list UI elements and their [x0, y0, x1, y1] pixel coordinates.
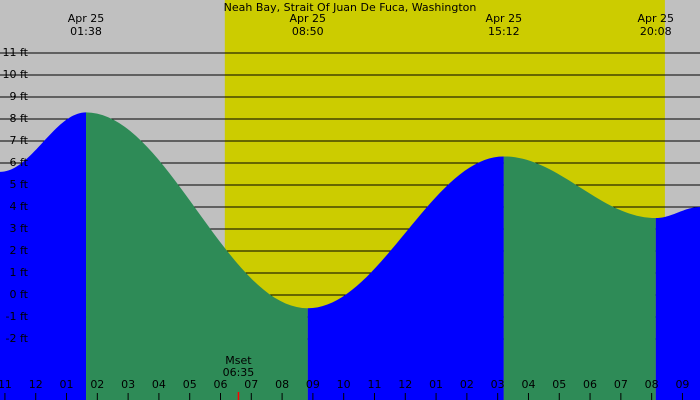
x-tick-label: 12 — [398, 378, 412, 391]
extreme-date: Apr 25 — [289, 12, 326, 25]
y-tick-label: 10 ft — [3, 68, 29, 81]
x-tick-label: 02 — [460, 378, 474, 391]
extreme-time: 20:08 — [640, 25, 672, 38]
x-tick-label: 06 — [214, 378, 228, 391]
annotation-time: 06:35 — [223, 366, 255, 379]
tide-area — [86, 112, 308, 400]
y-tick-label: 5 ft — [10, 178, 29, 191]
chart-title: Neah Bay, Strait Of Juan De Fuca, Washin… — [224, 1, 477, 14]
x-tick-label: 12 — [29, 378, 43, 391]
extreme-time: 08:50 — [292, 25, 324, 38]
y-tick-label: -2 ft — [6, 332, 29, 345]
y-tick-label: 2 ft — [10, 244, 29, 257]
y-tick-label: 3 ft — [10, 222, 29, 235]
y-tick-label: 4 ft — [10, 200, 29, 213]
x-tick-label: 10 — [337, 378, 351, 391]
annotation-label: Mset — [225, 354, 252, 367]
x-tick-label: 07 — [614, 378, 628, 391]
x-tick-label: 08 — [645, 378, 659, 391]
x-tick-label: 09 — [306, 378, 320, 391]
y-tick-label: 6 ft — [10, 156, 29, 169]
y-tick-label: -1 ft — [6, 310, 29, 323]
tide-area — [503, 156, 656, 400]
x-tick-label: 11 — [0, 378, 12, 391]
extreme-date: Apr 25 — [68, 12, 105, 25]
extreme-date: Apr 25 — [486, 12, 523, 25]
extreme-time: 01:38 — [70, 25, 102, 38]
x-tick-label: 05 — [183, 378, 197, 391]
y-tick-label: 7 ft — [10, 134, 29, 147]
y-tick-label: 8 ft — [10, 112, 29, 125]
x-tick-label: 08 — [275, 378, 289, 391]
x-tick-label: 05 — [552, 378, 566, 391]
x-tick-label: 04 — [152, 378, 166, 391]
x-tick-label: 07 — [244, 378, 258, 391]
y-tick-label: 0 ft — [10, 288, 29, 301]
x-tick-label: 04 — [521, 378, 535, 391]
tide-area — [307, 156, 504, 400]
x-tick-label: 03 — [491, 378, 505, 391]
x-tick-label: 09 — [675, 378, 689, 391]
x-tick-label: 03 — [121, 378, 135, 391]
y-tick-label: 1 ft — [10, 266, 29, 279]
x-tick-label: 01 — [429, 378, 443, 391]
extreme-time: 15:12 — [488, 25, 520, 38]
x-tick-label: 01 — [60, 378, 74, 391]
x-tick-label: 11 — [367, 378, 381, 391]
y-tick-label: 9 ft — [10, 90, 29, 103]
x-tick-label: 02 — [90, 378, 104, 391]
extreme-date: Apr 25 — [637, 12, 674, 25]
y-tick-label: 11 ft — [3, 46, 29, 59]
tide-area — [655, 207, 700, 400]
x-tick-label: 06 — [583, 378, 597, 391]
tide-area — [0, 112, 87, 400]
